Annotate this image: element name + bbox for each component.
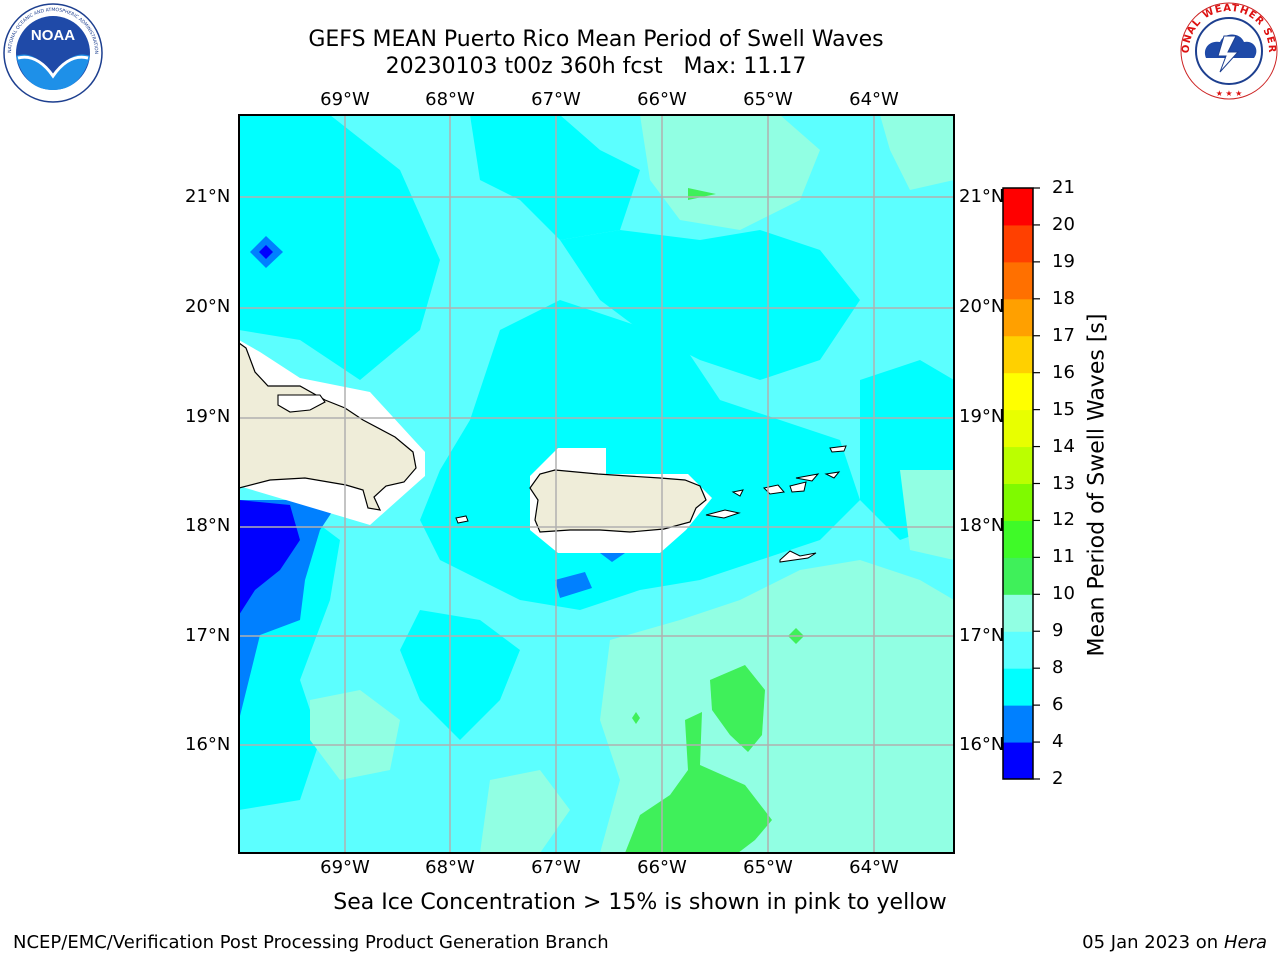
lon-label-bottom: 68°W <box>425 857 475 878</box>
colorbar-segment <box>1003 188 1033 226</box>
lat-label-left: 17°N <box>185 625 231 646</box>
lon-label-bottom: 65°W <box>743 857 793 878</box>
colorbar-title: Mean Period of Swell Waves [s] <box>1084 313 1110 657</box>
footer-branch: NCEP/EMC/Verification Post Processing Pr… <box>13 932 609 953</box>
colorbar-segment <box>1003 742 1033 780</box>
lat-label-right: 18°N <box>959 515 1005 536</box>
colorbar-tick-label: 2 <box>1052 768 1064 789</box>
lon-label-bottom: 66°W <box>637 857 687 878</box>
colorbar-segment <box>1003 705 1033 743</box>
colorbar-segment <box>1003 224 1033 263</box>
lon-label-top: 64°W <box>849 89 899 110</box>
colorbar-segment <box>1003 557 1033 595</box>
lat-label-right: 17°N <box>959 625 1005 646</box>
colorbar-segment <box>1003 520 1033 558</box>
swell-period-field <box>239 115 954 853</box>
graticule <box>239 115 954 853</box>
lon-label-top: 66°W <box>637 89 687 110</box>
colorbar-tick-label: 20 <box>1052 213 1075 235</box>
colorbar-tick-label: 15 <box>1052 398 1075 420</box>
colorbar-tick-label: 16 <box>1052 361 1075 383</box>
colorbar-tick-label: 8 <box>1052 657 1064 679</box>
lat-label-right: 16°N <box>959 734 1005 755</box>
colorbar-segment <box>1003 594 1033 632</box>
colorbar-tick-label: 17 <box>1052 324 1075 346</box>
noaa-logo: NOAA NATIONAL OCEANIC AND ATMOSPHERIC AD… <box>2 2 103 103</box>
lon-label-bottom: 67°W <box>531 857 581 878</box>
footer-date: 05 Jan 2023 on Hera <box>1082 932 1267 953</box>
colorbar-segment <box>1003 372 1033 411</box>
chart-title: GEFS MEAN Puerto Rico Mean Period of Swe… <box>308 27 884 52</box>
nws-logo: NATIONAL WEATHER SERVICE ★ ★ ★ <box>1178 0 1278 100</box>
colorbar-tick-label: 18 <box>1052 287 1075 309</box>
colorbar-tick-label: 4 <box>1052 731 1064 753</box>
lat-label-right: 21°N <box>959 186 1005 207</box>
colorbar-segment <box>1003 668 1033 706</box>
sea-ice-caption: Sea Ice Concentration > 15% is shown in … <box>333 890 947 915</box>
lat-label-right: 19°N <box>959 406 1005 427</box>
lon-label-top: 65°W <box>743 89 793 110</box>
lat-label-left: 21°N <box>185 186 231 207</box>
lon-label-bottom: 69°W <box>320 857 370 878</box>
svg-text:★ ★ ★: ★ ★ ★ <box>1216 89 1243 98</box>
colorbar-tick-label: 12 <box>1052 509 1075 531</box>
hispaniola-land <box>239 342 417 511</box>
colorbar <box>1002 187 1040 780</box>
footer-host: Hera <box>1223 932 1267 953</box>
lon-label-bottom: 64°W <box>849 857 899 878</box>
colorbar-segment <box>1003 631 1033 669</box>
colorbar-segment <box>1003 261 1033 300</box>
lat-label-left: 19°N <box>185 406 231 427</box>
lat-label-left: 16°N <box>185 734 231 755</box>
lon-label-top: 68°W <box>425 89 475 110</box>
colorbar-tick-label: 10 <box>1052 583 1075 605</box>
colorbar-segment <box>1003 409 1033 448</box>
lon-label-top: 67°W <box>531 89 581 110</box>
colorbar-tick-label: 14 <box>1052 435 1075 457</box>
noaa-logo-text: NOAA <box>31 27 75 44</box>
virgin-islands <box>705 445 847 563</box>
colorbar-tick-label: 21 <box>1052 177 1075 198</box>
colorbar-tick-label: 6 <box>1052 694 1064 716</box>
chart-subtitle: 20230103 t00z 360h fcst Max: 11.17 <box>385 54 807 79</box>
lat-label-left: 20°N <box>185 296 231 317</box>
lat-label-left: 18°N <box>185 515 231 536</box>
colorbar-segment <box>1003 335 1033 374</box>
lat-label-right: 20°N <box>959 296 1005 317</box>
colorbar-tick-label: 11 <box>1052 546 1075 568</box>
colorbar-tick-label: 19 <box>1052 250 1075 272</box>
colorbar-tick-label: 13 <box>1052 472 1075 494</box>
map-frame <box>238 114 955 854</box>
lon-label-top: 69°W <box>320 89 370 110</box>
colorbar-segment <box>1003 446 1033 484</box>
colorbar-segment <box>1003 483 1033 521</box>
colorbar-segment <box>1003 298 1033 337</box>
colorbar-tick-label: 9 <box>1052 620 1064 642</box>
